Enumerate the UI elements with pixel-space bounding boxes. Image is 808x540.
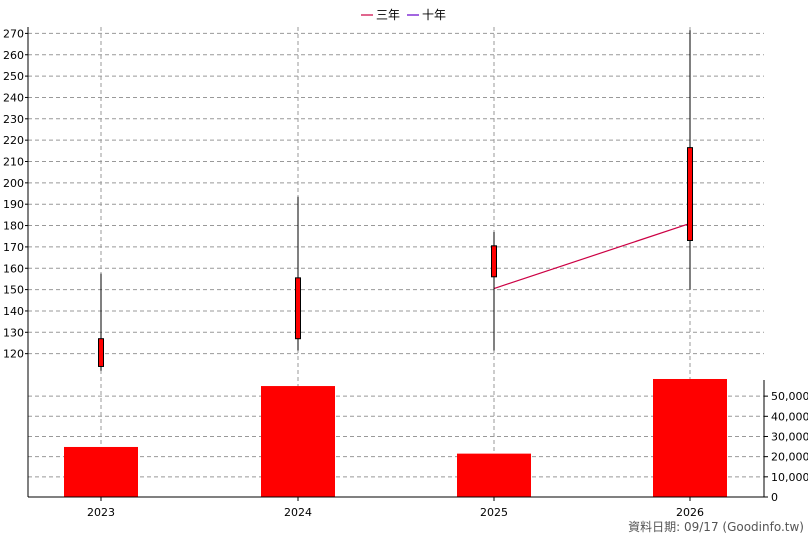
price-tick-label: 270 (3, 27, 24, 40)
price-tick-label: 240 (3, 91, 24, 104)
volume-tick-label: 40,000 (771, 410, 808, 423)
price-tick-label: 210 (3, 156, 24, 169)
price-tick-label: 220 (3, 134, 24, 147)
candle-body (491, 245, 497, 278)
legend: 三年 十年 (361, 8, 446, 22)
volume-tick-label: 20,000 (771, 451, 808, 464)
volume-tick-labels: 0 10,000 20,000 30,000 40,000 50,000 (764, 390, 808, 504)
volume-bar (261, 386, 335, 497)
price-tick-label: 180 (3, 220, 24, 233)
price-tick-label: 190 (3, 198, 24, 211)
price-tick-label: 200 (3, 177, 24, 190)
x-tick-label: 2025 (480, 506, 508, 519)
volume-tick-label: 10,000 (771, 471, 808, 484)
price-tick-labels: 120 130 140 150 160 170 180 190 200 210 220 230 240 2… (3, 27, 28, 361)
price-tick-label: 150 (3, 284, 24, 297)
three-year-line (493, 222, 691, 290)
volume-tick-label: 50,000 (771, 390, 808, 403)
price-tick-label: 250 (3, 70, 24, 83)
volume-bars (64, 378, 727, 497)
price-tick-label: 170 (3, 241, 24, 254)
volume-bar (653, 378, 727, 497)
price-tick-label: 130 (3, 326, 24, 339)
volume-tick-label: 0 (771, 491, 778, 504)
volume-grid (28, 395, 764, 478)
x-tick-label: 2023 (87, 506, 115, 519)
price-tick-label: 160 (3, 262, 24, 275)
legend-label-ten-year: 十年 (422, 8, 446, 22)
x-tick-labels: 2023 2024 2025 2026 (87, 497, 704, 519)
volume-bar (64, 446, 138, 497)
candle-body (295, 277, 301, 340)
price-grid (28, 32, 764, 355)
footer-source: 資料日期: 09/17 (Goodinfo.tw) (628, 520, 804, 534)
price-tick-label: 140 (3, 305, 24, 318)
x-tick-label: 2026 (676, 506, 704, 519)
price-tick-label: 260 (3, 49, 24, 62)
candles (98, 30, 693, 371)
legend-label-three-year: 三年 (376, 8, 400, 22)
price-tick-label: 230 (3, 113, 24, 126)
volume-tick-label: 30,000 (771, 430, 808, 443)
volume-bar (457, 453, 531, 497)
axes (27, 27, 765, 498)
three-year-trend-line (493, 222, 691, 290)
x-tick-label: 2024 (284, 506, 312, 519)
candle-body (687, 147, 693, 241)
price-tick-label: 120 (3, 348, 24, 361)
candle-body (98, 338, 104, 367)
